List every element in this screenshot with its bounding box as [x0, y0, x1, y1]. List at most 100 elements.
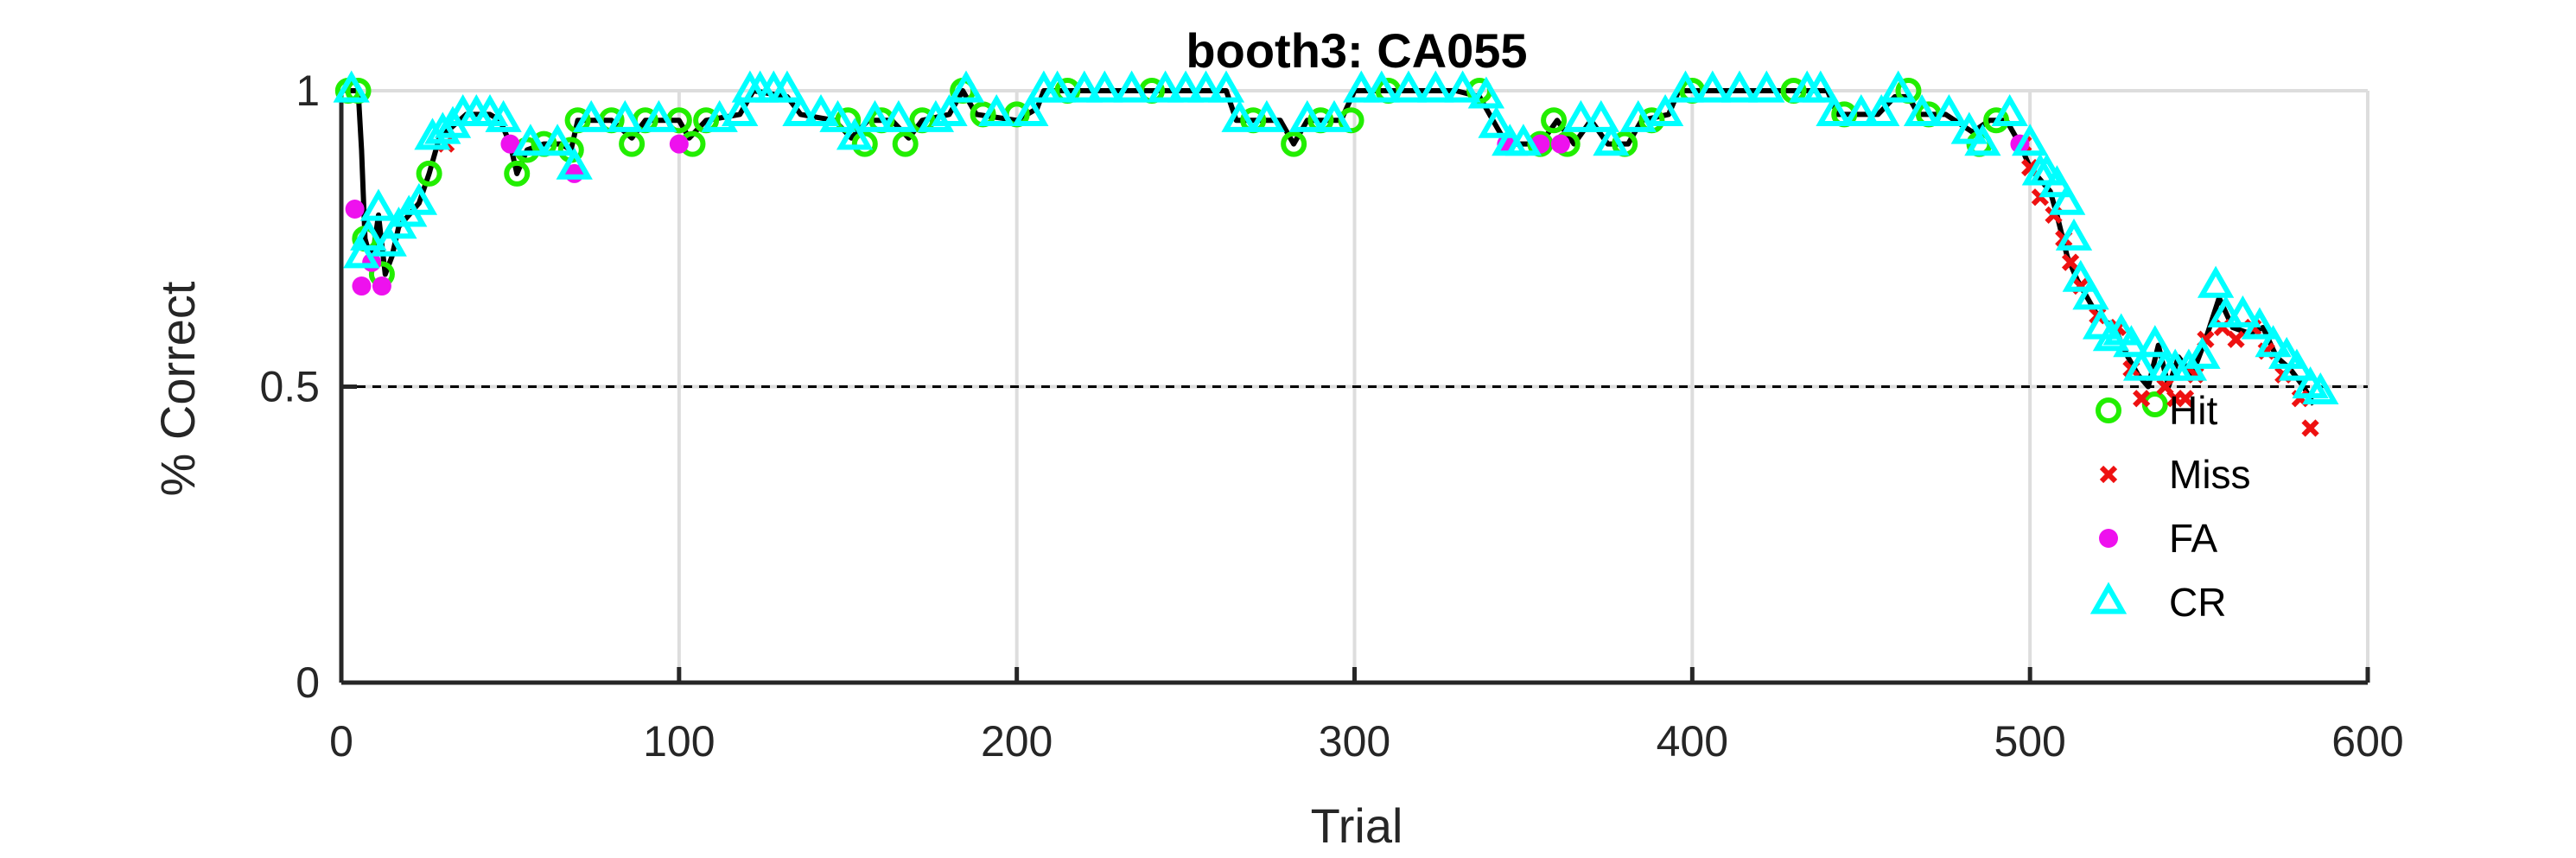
cr-marker-82	[2028, 153, 2065, 186]
cr-marker-84	[2049, 182, 2086, 215]
cr-marker-14	[485, 99, 522, 132]
cr-marker-21	[701, 99, 738, 132]
cr-marker-89	[2092, 319, 2130, 352]
cr-marker-60	[1562, 99, 1600, 132]
cr-marker-100	[2224, 295, 2261, 327]
hit-marker-43	[1983, 107, 2010, 134]
cr-marker-3	[359, 188, 398, 221]
cr-marker-0	[333, 70, 370, 103]
cr-marker-31	[856, 99, 894, 132]
hit-marker-27	[1281, 130, 1307, 157]
cr-marker-66	[1694, 70, 1731, 103]
cr-marker-75	[1903, 93, 1941, 126]
miss-marker-23	[2301, 419, 2319, 437]
legend-hit-symbol	[2096, 397, 2121, 423]
cr-marker-74	[1880, 70, 1917, 103]
y-tick-label-1: 0.5	[259, 363, 320, 411]
cr-marker-44	[1167, 70, 1205, 103]
cr-marker-18	[573, 99, 610, 132]
cr-marker-106	[2302, 372, 2339, 404]
cr-marker-28	[802, 93, 840, 126]
legend-miss-label: Miss	[2169, 452, 2251, 497]
cr-marker-88	[2083, 307, 2120, 340]
x-axis-title: Trial	[1311, 798, 1403, 853]
chart-title: booth3: CA055	[1186, 23, 1527, 78]
x-tick-label-5: 500	[1994, 717, 2065, 766]
cr-marker-20	[640, 99, 677, 132]
cr-marker-68	[1748, 70, 1785, 103]
cr-marker-45	[1187, 70, 1224, 103]
cr-marker-19	[607, 99, 644, 132]
cr-marker-13	[471, 93, 509, 126]
y-axis-title: % Correct	[150, 281, 205, 496]
cr-marker-93	[2136, 325, 2173, 358]
miss-marker-14	[2176, 390, 2195, 408]
hit-marker-11	[619, 130, 646, 157]
fa-marker-0	[345, 200, 365, 219]
legend-cr-symbol	[2089, 582, 2128, 614]
cr-marker-27	[782, 93, 819, 126]
cr-marker-52	[1363, 70, 1400, 103]
cr-marker-26	[768, 70, 806, 103]
cr-marker-49	[1288, 99, 1326, 132]
cr-marker-92	[2122, 348, 2160, 381]
hit-marker-5	[504, 160, 531, 187]
legend-fa-symbol	[2099, 529, 2118, 548]
cr-marker-99	[2207, 295, 2244, 327]
cr-marker-2	[350, 218, 387, 251]
cr-marker-78	[1964, 124, 2001, 156]
cr-marker-17	[556, 147, 593, 180]
cr-marker-72	[1842, 93, 1880, 126]
cr-marker-50	[1315, 99, 1353, 132]
miss-marker-18	[2227, 330, 2245, 348]
y-tick-label-2: 1	[296, 67, 320, 115]
cr-marker-42	[1113, 70, 1150, 103]
cr-marker-55	[1444, 70, 1481, 103]
hit-marker-4	[416, 160, 442, 187]
cr-marker-101	[2241, 307, 2279, 340]
cr-marker-29	[819, 99, 856, 132]
cr-marker-9	[424, 111, 461, 144]
cr-marker-97	[2184, 336, 2221, 369]
miss-marker-6	[2061, 253, 2080, 271]
cr-marker-51	[1343, 70, 1380, 103]
x-tick-label-4: 400	[1657, 717, 1728, 766]
cr-marker-67	[1721, 70, 1759, 103]
x-tick-label-1: 100	[643, 717, 715, 766]
cr-marker-104	[2278, 348, 2316, 381]
cr-marker-98	[2197, 265, 2235, 298]
cr-marker-32	[880, 99, 918, 132]
hit-marker-33	[1541, 107, 1568, 134]
cr-marker-46	[1207, 70, 1245, 103]
cr-marker-91	[2113, 325, 2150, 358]
cr-marker-36	[978, 93, 1015, 126]
cr-marker-102	[2255, 325, 2292, 358]
cr-marker-4	[370, 224, 407, 257]
fa-marker-3	[372, 276, 391, 296]
cr-marker-80	[2012, 124, 2049, 156]
hit-marker-17	[851, 130, 878, 157]
cr-marker-15	[512, 124, 550, 156]
legend-fa-label: FA	[2169, 516, 2218, 561]
x-tick-label-3: 300	[1319, 717, 1390, 766]
cr-marker-103	[2268, 336, 2306, 369]
cr-marker-39	[1039, 70, 1076, 103]
cr-marker-33	[917, 99, 955, 132]
cr-marker-16	[538, 124, 576, 156]
legend-miss-symbol	[2099, 465, 2118, 484]
cr-marker-86	[2062, 259, 2099, 292]
cr-marker-56	[1467, 76, 1505, 109]
cr-marker-73	[1863, 93, 1900, 126]
cr-marker-59	[1504, 124, 1542, 156]
fa-marker-6	[669, 134, 689, 154]
cr-marker-71	[1816, 93, 1853, 126]
cr-marker-48	[1248, 99, 1286, 132]
cr-marker-34	[931, 93, 968, 126]
cr-marker-22	[722, 93, 759, 126]
cr-marker-85	[2055, 218, 2093, 251]
cr-marker-70	[1802, 70, 1839, 103]
cr-marker-64	[1646, 93, 1684, 126]
x-tick-label-6: 600	[2331, 717, 2403, 766]
fa-marker-4	[500, 134, 520, 154]
